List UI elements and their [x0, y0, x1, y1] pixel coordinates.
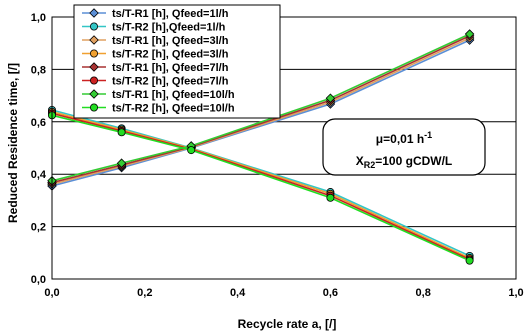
legend-label: ts/T-R2 [h],Qfeed=1l/h — [112, 22, 226, 34]
legend-entry: ts/T-R1 [h], Qfeed=1l/h — [82, 8, 229, 20]
legend-swatch-marker — [90, 76, 99, 85]
legend-entry: ts/T-R2 [h],Qfeed=1l/h — [82, 22, 226, 34]
x-tick-label: 0,2 — [137, 287, 152, 299]
annotation-mu-exponent: -1 — [424, 130, 432, 140]
y-tick-label: 0,2 — [31, 222, 46, 234]
legend-entry: ts/T-R1 [h], Qfeed=10l/h — [82, 89, 235, 101]
y-tick-label: 0,0 — [31, 274, 46, 286]
legend-entry: ts/T-R1 [h], Qfeed=3l/h — [82, 35, 229, 47]
annotation-x-subscript: R2 — [364, 160, 376, 170]
legend-label: ts/T-R2 [h], Qfeed=10l/h — [112, 103, 235, 115]
annotation-x-value: =100 gCDW/L — [375, 154, 452, 168]
legend-swatch-marker — [89, 35, 99, 45]
legend-label: ts/T-R1 [h], Qfeed=7l/h — [112, 62, 229, 74]
x-tick-label: 0,0 — [44, 287, 59, 299]
annotation-mu: μ=0,01 h — [376, 132, 424, 146]
plot-frame — [51, 16, 517, 280]
series-8 — [48, 111, 474, 265]
annotation-line-2: XR2=100 gCDW/L — [356, 154, 453, 170]
tick-labels: 0,0 0,2 0,4 0,6 0,8 1,0 0,0 0,2 0,4 0,6 0,8 1,0 — [31, 12, 524, 299]
annotation-box: μ=0,01 h-1 XR2=100 gCDW/L — [322, 118, 486, 176]
legend-entry: ts/T-R1 [h], Qfeed=7l/h — [82, 62, 229, 74]
y-tick-label: 1,0 — [31, 12, 46, 24]
x-tick-label: 0,8 — [416, 287, 431, 299]
data-point — [117, 128, 126, 137]
legend-swatch-marker — [89, 89, 99, 99]
legend-swatch-marker — [89, 62, 99, 72]
annotation-frame — [322, 118, 486, 176]
x-axis-title: Recycle rate a, [/] — [238, 317, 337, 331]
y-tick-label: 0,6 — [31, 117, 46, 129]
y-tick-label: 0,4 — [31, 169, 47, 181]
legend-entry: ts/T-R2 [h], Qfeed=10l/h — [82, 103, 235, 115]
legend-label: ts/T-R2 [h], Qfeed=3l/h — [112, 49, 229, 61]
legend-swatch-marker — [89, 8, 99, 18]
annotation-line-1: μ=0,01 h-1 — [376, 130, 432, 146]
series-layer — [47, 29, 475, 265]
legend-label: ts/T-R2 [h], Qfeed=7l/h — [112, 76, 229, 88]
legend-swatch-marker — [90, 49, 99, 58]
legend-swatch-marker — [90, 103, 99, 112]
data-point — [465, 256, 474, 265]
annotation-x: X — [356, 154, 364, 168]
x-tick-label: 0,4 — [230, 287, 246, 299]
legend-swatch-marker — [90, 22, 99, 31]
legend-box — [73, 4, 281, 119]
data-point — [325, 93, 336, 103]
legend-entry: ts/T-R2 [h], Qfeed=7l/h — [82, 76, 229, 88]
data-point — [326, 193, 335, 202]
legend-entry: ts/T-R2 [h], Qfeed=3l/h — [82, 49, 229, 61]
data-point — [464, 29, 475, 39]
y-axis-title: Reduced Residence time, [/] — [6, 63, 20, 223]
x-tick-label: 1,0 — [508, 287, 523, 299]
legend-label: ts/T-R1 [h], Qfeed=1l/h — [112, 8, 229, 20]
legend-label: ts/T-R1 [h], Qfeed=10l/h — [112, 89, 235, 101]
legend: ts/T-R1 [h], Qfeed=1l/h ts/T-R2 [h],Qfeed… — [73, 4, 281, 119]
data-point — [187, 146, 196, 155]
x-tick-label: 0,6 — [323, 287, 338, 299]
legend-label: ts/T-R1 [h], Qfeed=3l/h — [112, 35, 229, 47]
data-point — [116, 158, 127, 168]
y-tick-label: 0,8 — [31, 64, 46, 76]
